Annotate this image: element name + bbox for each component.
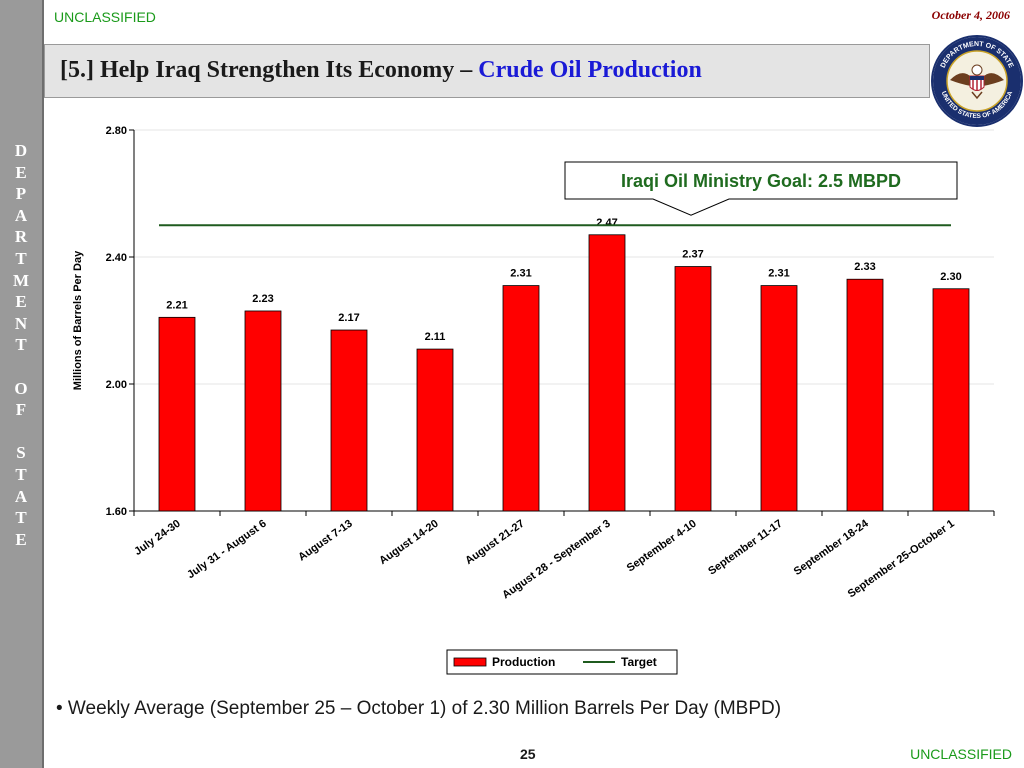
legend-label-target: Target: [621, 655, 657, 669]
bar: [244, 310, 282, 512]
title-bar: [44, 44, 930, 98]
legend-label-production: Production: [492, 655, 555, 669]
date-label: October 4, 2006: [931, 8, 1010, 22]
bar: [588, 234, 626, 512]
y-tick-label: 2.40: [106, 252, 127, 264]
data-label: 2.31: [768, 268, 789, 280]
data-label: 2.47: [596, 217, 617, 229]
bar: [502, 285, 540, 512]
bar: [760, 285, 798, 512]
page-number: 25: [520, 746, 536, 762]
category-label: September 11-17: [706, 518, 785, 578]
legend-swatch-production: [453, 657, 487, 667]
bar: [416, 348, 454, 512]
sidebar-band: D E P A R T M E N T O F S T A T E: [0, 0, 44, 768]
y-tick-label: 2.80: [106, 125, 127, 137]
data-label: 2.30: [940, 271, 961, 283]
y-tick-label: 1.60: [106, 506, 127, 518]
category-label: August 7-13: [296, 518, 354, 564]
bottom-classification-label: UNCLASSIFIED: [910, 746, 1012, 762]
bar: [330, 329, 368, 512]
sidebar-vertical-text: D E P A R T M E N T O F S T A T E: [12, 141, 30, 549]
data-label: 2.17: [338, 312, 359, 324]
category-label: July 24-30: [132, 518, 182, 558]
category-label: September 18-24: [792, 517, 872, 578]
production-bar-chart: 1.60 2.00 2.40 2.80 Millions of Barrels Per …: [72, 125, 995, 675]
goal-callout-box: [564, 161, 958, 216]
bar: [674, 266, 712, 512]
bar: [846, 278, 884, 512]
category-label: July 31 - August 6: [185, 518, 269, 582]
data-label: 2.31: [510, 268, 531, 280]
category-label: August 14-20: [377, 518, 440, 567]
category-label: September 4-10: [625, 518, 699, 575]
data-label: 2.21: [166, 299, 187, 311]
data-label: 2.23: [252, 293, 273, 305]
data-label: 2.37: [682, 249, 703, 261]
category-label: August 21-27: [463, 518, 526, 567]
title-highlight: Crude Oil Production: [478, 57, 702, 83]
bar: [932, 288, 970, 512]
data-label: 2.33: [854, 261, 875, 273]
weekly-average-bullet: • Weekly Average (September 25 – October…: [56, 698, 782, 719]
bar: [158, 316, 196, 512]
goal-callout-text: Iraqi Oil Ministry Goal: 2.5 MBPD: [621, 171, 901, 191]
title-prefix: [5.] Help Iraq Strengthen Its Economy –: [60, 57, 479, 83]
slide-title: [5.] Help Iraq Strengthen Its Economy – …: [60, 57, 702, 84]
y-tick-label: 2.00: [106, 379, 127, 391]
department-of-state-seal-icon: DEPARTMENT OF STATE UNITED STATES OF AME…: [931, 35, 1023, 127]
y-axis-title: Millions of Barrels Per Day: [72, 250, 84, 390]
top-classification-label: UNCLASSIFIED: [54, 9, 156, 25]
data-label: 2.11: [425, 331, 446, 343]
